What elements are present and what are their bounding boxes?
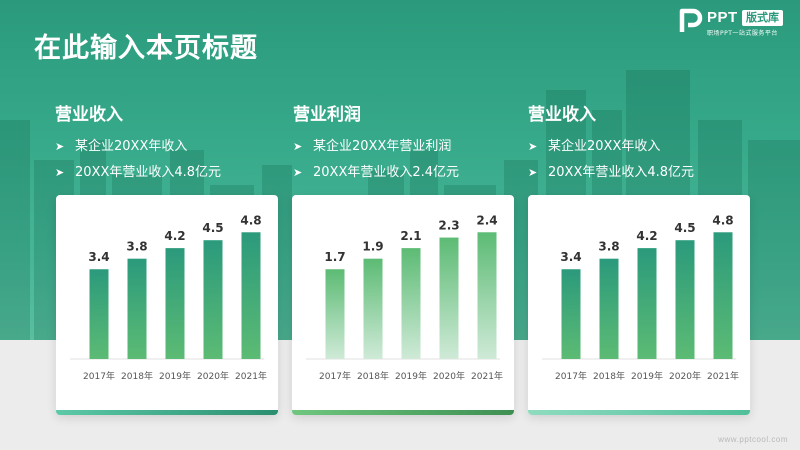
- data-label: 3.8: [126, 240, 147, 254]
- data-label: 2.3: [438, 219, 459, 233]
- section-1-bullet-2: ➤ 20XX年营业收入4.8亿元: [55, 161, 221, 180]
- chevron-right-icon: ➤: [528, 140, 538, 153]
- chevron-right-icon: ➤: [55, 166, 65, 179]
- data-label: 4.5: [674, 221, 695, 235]
- tick-label: 2020年: [433, 370, 465, 382]
- bar: [637, 248, 657, 359]
- card-accent-bar: [56, 410, 278, 415]
- bullet-text: 某企业20XX年收入: [548, 139, 661, 154]
- section-3-heading: 营业收入: [528, 105, 596, 125]
- watermark: www.pptcool.com: [718, 435, 788, 444]
- section-3-bullet-2: ➤ 20XX年营业收入4.8亿元: [528, 161, 694, 180]
- bar: [363, 258, 383, 359]
- bar-chart-2: 1.7 2017年 1.9 2018年 2.1 2019年 2.3 2020年 2.4 2021年: [306, 213, 503, 382]
- bar: [89, 269, 109, 359]
- tick-label: 2021年: [707, 370, 739, 382]
- chevron-right-icon: ➤: [293, 166, 303, 179]
- data-label: 3.4: [88, 250, 109, 264]
- tick-label: 2019年: [159, 370, 191, 382]
- section-3-bullet-1: ➤ 某企业20XX年收入: [528, 135, 660, 154]
- data-label: 1.7: [324, 250, 345, 264]
- chart-card-1: 3.4 2017年 3.8 2018年 4.2 2019年 4.5 2020年 4.8 2021年: [56, 195, 278, 415]
- data-label: 3.4: [560, 250, 581, 264]
- tick-label: 2019年: [631, 370, 663, 382]
- section-2-bullet-2: ➤ 20XX年营业收入2.4亿元: [293, 161, 459, 180]
- bullet-text: 20XX年营业收入4.8亿元: [548, 165, 695, 180]
- section-1-bullet-1: ➤ 某企业20XX年收入: [55, 135, 187, 154]
- bar: [477, 232, 497, 359]
- bar: [675, 240, 695, 359]
- bullet-text: 某企业20XX年收入: [75, 139, 188, 154]
- logo-p-icon: [679, 8, 703, 32]
- tick-label: 2018年: [357, 370, 389, 382]
- data-label: 2.4: [476, 213, 497, 227]
- tick-label: 2018年: [121, 370, 153, 382]
- bar: [713, 232, 733, 359]
- tick-label: 2020年: [197, 370, 229, 382]
- chevron-right-icon: ➤: [528, 166, 538, 179]
- tick-label: 2017年: [555, 370, 587, 382]
- tick-label: 2021年: [235, 370, 267, 382]
- data-label: 4.8: [712, 213, 733, 227]
- data-label: 2.1: [400, 229, 421, 243]
- chart-card-3: 3.4 2017年 3.8 2018年 4.2 2019年 4.5 2020年 4.8 2021年: [528, 195, 750, 415]
- brand-logo: PPT 版式库 职场PPT一站式服务平台: [679, 8, 795, 38]
- data-label: 4.8: [240, 213, 261, 227]
- bar: [401, 248, 421, 359]
- page-title: 在此输入本页标题: [34, 33, 258, 64]
- data-label: 1.9: [362, 240, 383, 254]
- bullet-text: 某企业20XX年营业利润: [313, 139, 452, 154]
- tick-label: 2021年: [471, 370, 503, 382]
- logo-text: PPT: [707, 9, 738, 26]
- data-label: 4.2: [636, 229, 657, 243]
- bar: [599, 258, 619, 359]
- tick-label: 2020年: [669, 370, 701, 382]
- tick-label: 2018年: [593, 370, 625, 382]
- card-accent-bar: [292, 410, 514, 415]
- bar: [439, 237, 459, 359]
- data-label: 4.2: [164, 229, 185, 243]
- section-2-bullet-1: ➤ 某企业20XX年营业利润: [293, 135, 451, 154]
- bar-chart-3: 3.4 2017年 3.8 2018年 4.2 2019年 4.5 2020年 4.8 2021年: [542, 213, 739, 382]
- bar: [203, 240, 223, 359]
- bar-chart-1: 3.4 2017年 3.8 2018年 4.2 2019年 4.5 2020年 4.8 2021年: [70, 213, 267, 382]
- bar: [325, 269, 345, 359]
- bullet-text: 20XX年营业收入2.4亿元: [313, 165, 460, 180]
- chevron-right-icon: ➤: [293, 140, 303, 153]
- bar: [165, 248, 185, 359]
- section-1-heading: 营业收入: [55, 105, 123, 125]
- bar: [127, 258, 147, 359]
- logo-tagline: 职场PPT一站式服务平台: [707, 30, 778, 37]
- data-label: 4.5: [202, 221, 223, 235]
- section-2-heading: 营业利润: [293, 105, 361, 125]
- tick-label: 2017年: [83, 370, 115, 382]
- logo-badge: 版式库: [742, 10, 783, 26]
- tick-label: 2019年: [395, 370, 427, 382]
- card-accent-bar: [528, 410, 750, 415]
- tick-label: 2017年: [319, 370, 351, 382]
- chart-card-2: 1.7 2017年 1.9 2018年 2.1 2019年 2.3 2020年 2.4 2021年: [292, 195, 514, 415]
- bar: [241, 232, 261, 359]
- bullet-text: 20XX年营业收入4.8亿元: [75, 165, 222, 180]
- bar: [561, 269, 581, 359]
- data-label: 3.8: [598, 240, 619, 254]
- chevron-right-icon: ➤: [55, 140, 65, 153]
